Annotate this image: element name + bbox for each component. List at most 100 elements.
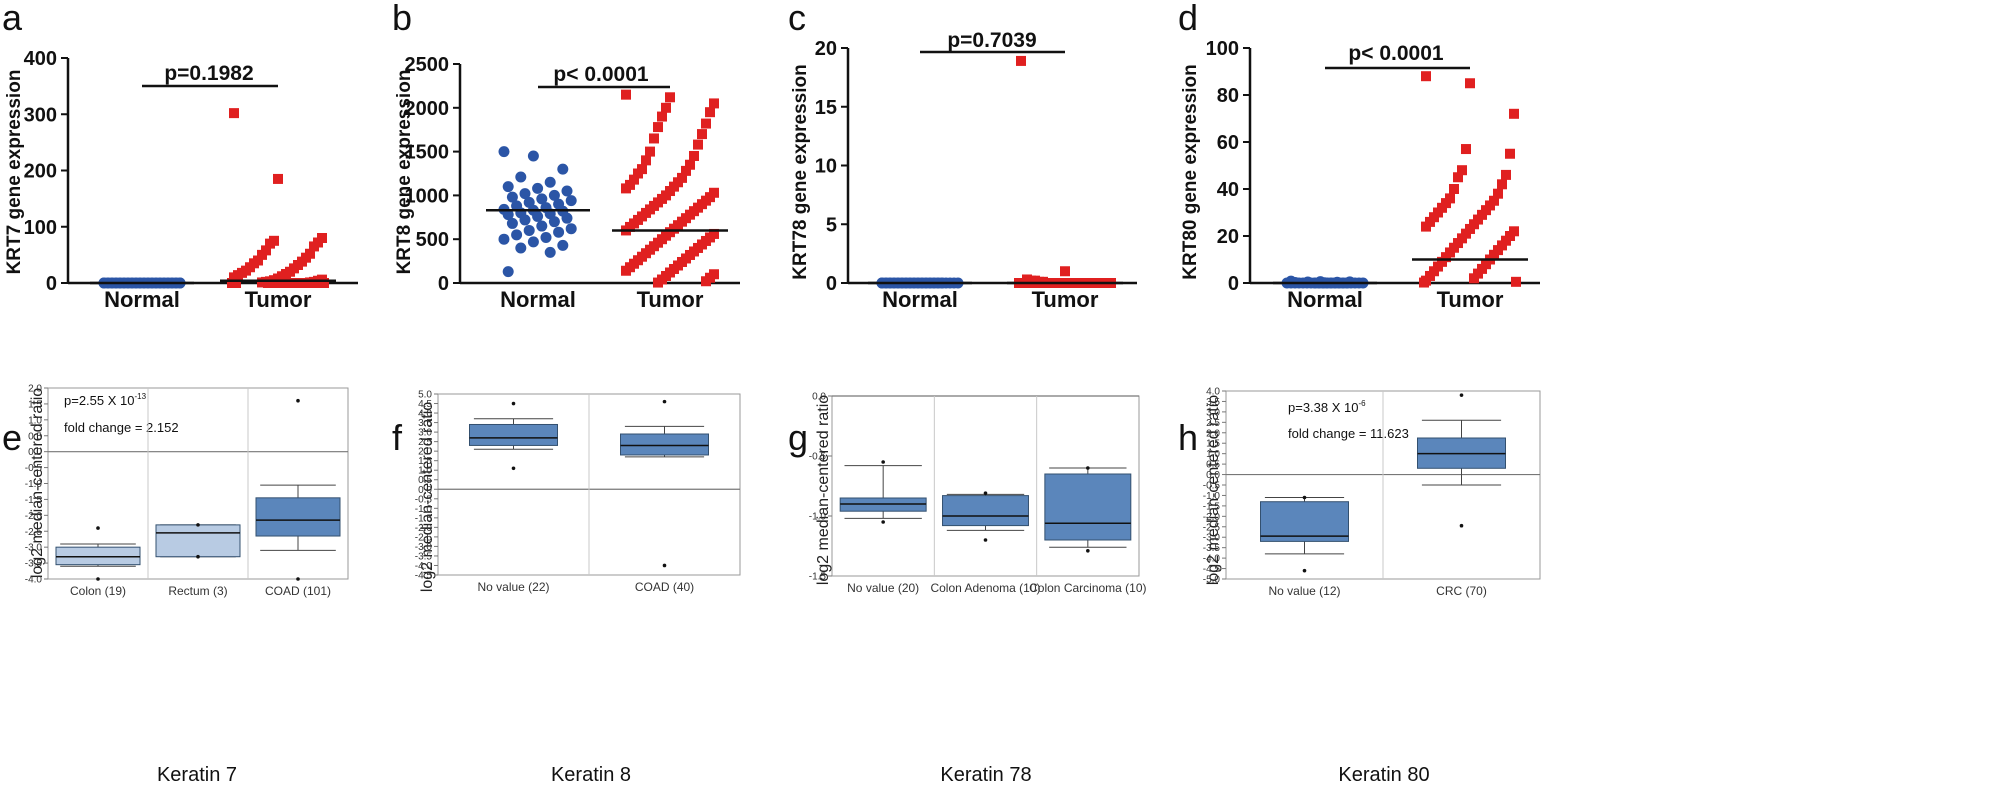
category-label-d: Tumor (1437, 287, 1504, 312)
tumor-point-b (629, 174, 639, 185)
box-iqr (255, 497, 341, 537)
tumor-point-a (257, 277, 267, 288)
y-tick-label-d: 0 (1228, 273, 1239, 295)
tumor-point-b (697, 129, 707, 140)
box-tick-label-e: -3.0 (25, 543, 43, 554)
normal-point-b (502, 181, 514, 193)
box-group-e: Colon (19) (55, 526, 141, 598)
box-outlier (983, 491, 988, 496)
box-outlier (1086, 466, 1090, 470)
box-tick-label-f: 1.0 (418, 466, 432, 477)
ylabel-a: KRT7 gene expression (4, 70, 25, 275)
tumor-point-b (701, 276, 711, 287)
y-tick-label-a: 200 (24, 161, 57, 183)
normal-point-b (515, 242, 527, 254)
box-group-h: No value (12) (1260, 495, 1349, 598)
category-label-b: Tumor (637, 287, 704, 312)
tumor-point-d (1511, 276, 1521, 287)
panel-letter-d: d (1178, 0, 1198, 38)
box-iqr (55, 546, 141, 566)
tumor-point-b (661, 102, 671, 113)
box-iqr (1044, 473, 1132, 541)
y-tick-label-d: 40 (1217, 179, 1239, 201)
box-tick-label-f: 2.5 (418, 437, 432, 448)
normal-point-b (561, 212, 573, 224)
box-tick-label-h: 1.0 (1206, 449, 1220, 460)
box-tick-label-e: -1.5 (25, 495, 43, 506)
tumor-point-d (1421, 221, 1431, 232)
tumor-point-c (1060, 266, 1070, 277)
box-tick-label-h: 2.5 (1206, 418, 1220, 429)
y-tick-label-d: 60 (1217, 132, 1239, 154)
box-category-label-f: No value (22) (477, 580, 549, 594)
tumor-point-d (1457, 165, 1467, 176)
normal-point-b (536, 220, 548, 232)
box-tick-label-h: 2.0 (1206, 428, 1220, 439)
tumor-point-b (621, 183, 631, 194)
normal-point-b (498, 233, 510, 245)
box-tick-label-e: 0.5 (28, 431, 42, 442)
normal-point-b (532, 210, 544, 222)
category-label-b: Normal (500, 287, 576, 312)
tumor-point-d (1501, 169, 1511, 180)
box-outlier (511, 401, 516, 406)
y-tick-label-c: 10 (815, 156, 837, 178)
box-pvalue-h: p=3.38 X 10-6 (1288, 399, 1366, 415)
normal-point-b (502, 209, 514, 221)
normal-point-b (565, 223, 577, 235)
tumor-point-d (1469, 273, 1479, 284)
normal-point-b (536, 193, 548, 205)
scatter-panel-b: 0 500 1000 1500 2000 2500 Normal Tumor (405, 54, 740, 312)
category-label-a: Normal (104, 287, 180, 312)
tumor-point-b (709, 98, 719, 109)
box-tick-label-e: -4.0 (25, 575, 43, 586)
y-tick-label-d: 80 (1217, 85, 1239, 107)
box-outlier (983, 538, 988, 542)
box-tick-label-e: -2.0 (25, 511, 43, 522)
y-tick-label-c: 20 (815, 38, 837, 60)
box-tick-label-f: 3.0 (418, 428, 432, 439)
box-group-f: No value (22) (469, 401, 558, 594)
box-outlier (511, 466, 516, 471)
tumor-point-d (1493, 188, 1503, 199)
box-ylabel-f: log2 median-centered ratio (419, 402, 436, 592)
box-category-label-g: Colon Carcinoma (10) (1029, 581, 1146, 595)
box-title-g: Keratin 78 (940, 764, 1031, 786)
normal-point-b (519, 188, 531, 200)
ylabel-b: KRT8 gene expression (394, 70, 415, 275)
panel-letter-g: g (788, 417, 808, 458)
scatter-panel-d: 0 20 40 60 80 100 Normal Tumor (1206, 38, 1540, 312)
y-tick-label-a: 300 (24, 104, 57, 126)
box-tick-label-f: 4.0 (418, 409, 432, 420)
box-category-label-f: COAD (40) (635, 580, 694, 594)
y-tick-label-b: 0 (438, 273, 449, 295)
tumor-point-d (1509, 108, 1519, 119)
box-tick-label-h: 3.0 (1206, 407, 1220, 418)
box-outlier (296, 577, 300, 581)
category-label-c: Tumor (1032, 287, 1099, 312)
box-tick-label-h: -1.5 (1203, 501, 1221, 512)
box-outlier (881, 520, 885, 524)
tumor-point-a (319, 278, 329, 288)
box-tick-label-f: -1.0 (415, 504, 433, 515)
tumor-point-b (657, 111, 667, 122)
box-iqr (469, 423, 558, 446)
box-panel-g: -1.5 -1.0 -0.5 0.0 No value (20) Colon Adenom… (809, 392, 1147, 596)
box-outlier (1086, 549, 1090, 553)
box-tick-label-f: -4.5 (415, 571, 433, 582)
box-tick-label-e: -1.0 (25, 479, 43, 490)
tumor-point-d (1419, 277, 1429, 288)
box-tick-label-h: -3.5 (1203, 543, 1221, 554)
box-tick-label-f: 5.0 (418, 390, 432, 401)
y-tick-label-d: 20 (1217, 226, 1239, 248)
normal-point-b (540, 231, 552, 243)
box-iqr (155, 524, 241, 558)
category-label-d: Normal (1287, 287, 1363, 312)
tumor-point-b (685, 159, 695, 170)
tumor-point-d (1449, 184, 1459, 194)
box-tick-label-f: -4.0 (415, 561, 433, 572)
box-panel-h: -5.0-4.5-4.0-3.5-3.0-2.5-2.0-1.5-1.0-0.5… (1203, 387, 1541, 598)
box-tick-label-f: 2.0 (418, 447, 432, 458)
tumor-point-b (689, 150, 699, 161)
box-tick-label-g: 0.0 (812, 392, 826, 403)
